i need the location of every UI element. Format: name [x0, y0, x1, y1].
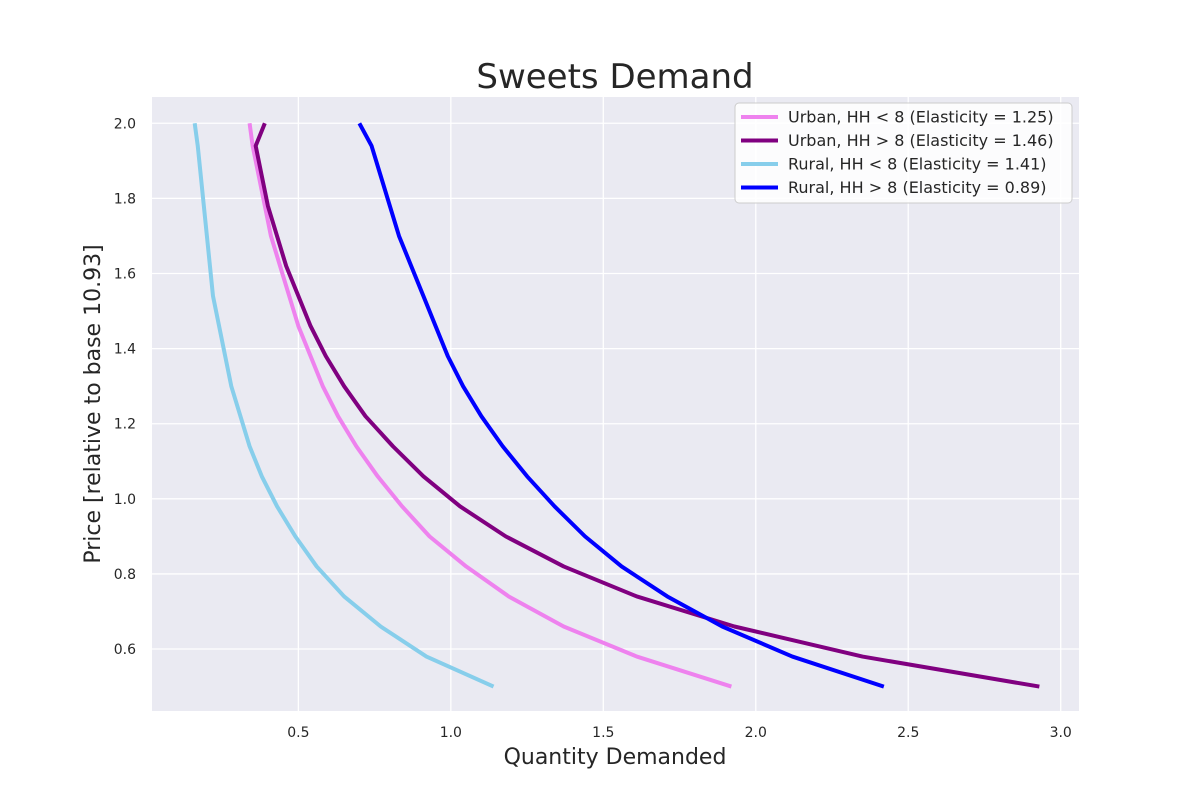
y-tick-label: 1.8	[114, 191, 136, 207]
series-line-3	[192, 123, 495, 689]
y-tick-label: 2.0	[114, 116, 136, 132]
x-tick-label: 1.0	[440, 725, 462, 741]
x-tick-label: 0.5	[287, 725, 309, 741]
y-tick-label: 0.8	[114, 567, 136, 583]
legend-label-1: Urban, HH < 8 (Elasticity = 1.25)	[788, 108, 1054, 127]
legend-label-4: Rural, HH > 8 (Elasticity = 0.89)	[788, 178, 1047, 197]
y-tick-labels: 0.6 0.8 1.0 1.2 1.4 1.6 1.8 2.0	[114, 116, 136, 658]
series-lines	[192, 122, 1040, 689]
x-tick-label: 3.0	[1050, 725, 1072, 741]
x-axis-title: Quantity Demanded	[504, 745, 727, 770]
y-tick-label: 1.2	[114, 417, 136, 433]
chart-title: Sweets Demand	[476, 57, 753, 97]
y-tick-label: 1.0	[114, 492, 136, 508]
series-line-1	[247, 123, 732, 689]
x-tick-label: 1.5	[592, 725, 614, 741]
y-axis-title: Price [relative to base 10.93]	[81, 244, 106, 563]
y-tick-label: 1.6	[114, 267, 136, 283]
x-tick-labels: 0.5 1.0 1.5 2.0 2.5 3.0	[287, 725, 1072, 741]
x-tick-label: 2.5	[897, 725, 919, 741]
y-tick-label: 1.4	[114, 342, 136, 358]
legend: Urban, HH < 8 (Elasticity = 1.25) Urban, …	[734, 102, 1073, 204]
series-line-2	[253, 122, 1040, 689]
y-tick-label: 0.6	[114, 642, 136, 658]
x-tick-label: 2.0	[745, 725, 767, 741]
legend-label-2: Urban, HH > 8 (Elasticity = 1.46)	[788, 131, 1054, 150]
series-line-4	[357, 122, 885, 689]
legend-label-3: Rural, HH < 8 (Elasticity = 1.41)	[788, 155, 1047, 174]
legend-box	[734, 102, 1073, 204]
